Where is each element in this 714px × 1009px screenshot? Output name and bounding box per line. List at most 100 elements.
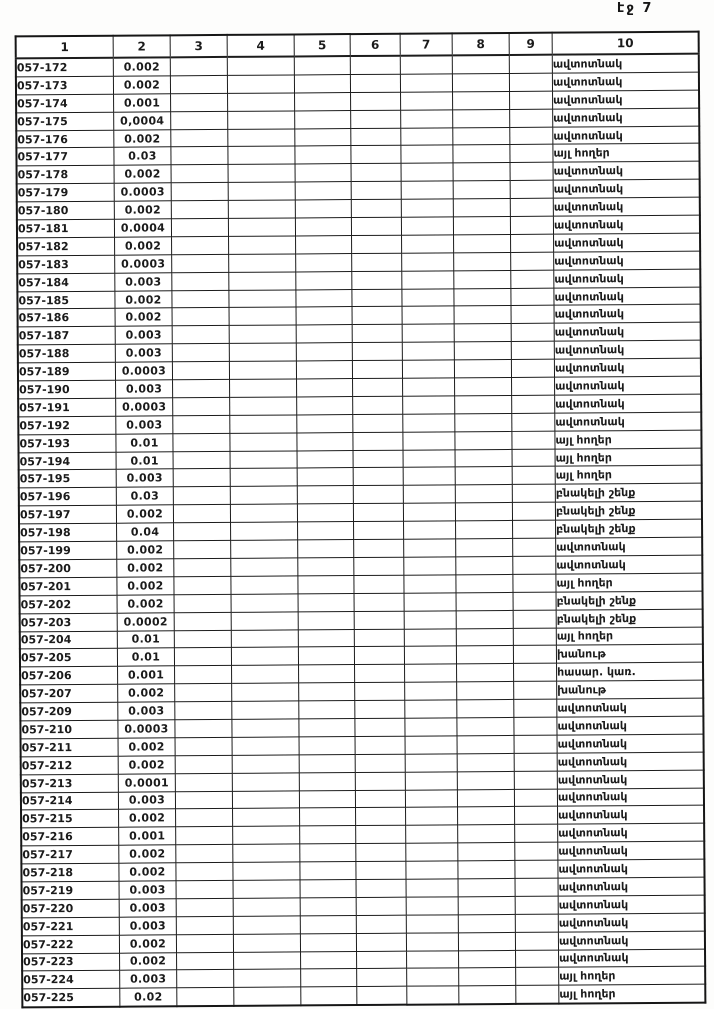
area-value-cell: 0.01 [117,648,175,667]
parcel-id-cell: 057-215 [21,809,119,829]
empty-cell [402,395,455,415]
empty-cell [458,985,516,1005]
empty-cell [231,718,300,738]
column-header-6: 6 [350,33,401,57]
parcel-id-cell: 057-182 [17,237,115,256]
empty-cell [406,932,459,951]
parcel-id-cell: 057-197 [18,505,117,525]
empty-cell [232,736,300,756]
area-value-cell: 0.02 [119,988,177,1007]
empty-cell [511,377,555,396]
parcel-id-cell: 057-196 [18,487,117,507]
area-value-cell: 0.003 [119,898,177,917]
empty-cell [172,379,230,398]
land-use-cell: այլ հողեր [558,966,706,986]
empty-cell [231,665,299,684]
empty-cell [295,289,353,308]
land-use-cell: բնակելի շենք [555,483,702,503]
area-value-cell: 0.0004 [114,218,172,238]
parcel-id-cell: 057-204 [19,630,118,650]
empty-cell [230,468,298,487]
land-use-cell: ավտոտնակ [558,894,705,914]
parcel-id-cell: 057-219 [21,881,120,900]
empty-cell [513,681,557,700]
empty-cell [401,198,454,218]
empty-cell [298,682,355,701]
empty-cell [458,896,516,915]
empty-cell [402,431,456,450]
empty-cell [171,182,229,201]
empty-cell [453,180,511,199]
land-use-cell: ավտոտնակ [552,53,699,74]
empty-cell [452,109,510,128]
parcel-id-cell: 057-177 [16,147,115,167]
area-value-cell: 0.03 [113,147,172,166]
empty-cell [454,305,512,325]
land-use-cell: ավտոտնակ [555,555,703,574]
empty-cell [351,217,402,236]
area-value-cell: 0.002 [119,952,177,971]
empty-cell [457,806,515,826]
empty-cell [296,378,353,397]
land-use-cell: ավտոտնակ [558,912,705,932]
parcel-id-cell: 057-220 [21,899,120,918]
empty-cell [401,252,454,271]
empty-cell [229,378,297,398]
empty-cell [299,772,356,791]
empty-cell [452,127,510,146]
empty-cell [405,771,458,790]
empty-cell [515,967,559,986]
land-use-cell: ավտոտնակ [552,107,700,127]
parcel-id-cell: 057-173 [15,76,114,95]
parcel-id-cell: 057-212 [20,755,119,775]
empty-cell [403,503,456,522]
empty-cell [300,897,357,916]
empty-cell [233,987,301,1007]
parcel-id-cell: 057-190 [18,380,116,399]
empty-cell [350,55,401,75]
empty-cell [402,377,455,397]
parcel-id-cell: 057-175 [16,111,114,131]
area-value-cell: 0.01 [115,433,174,452]
parcel-id-cell: 057-217 [21,845,119,864]
area-value-cell: 0.001 [117,666,175,685]
empty-cell [351,181,402,200]
area-value-cell: 0.003 [119,880,177,900]
parcel-id-cell: 057-222 [21,934,120,954]
parcel-id-cell: 057-214 [20,791,119,811]
empty-cell [511,359,555,378]
empty-cell [403,467,456,486]
area-value-cell: 0.003 [116,469,174,488]
empty-cell [296,342,353,362]
empty-cell [232,808,300,827]
empty-cell [454,323,512,343]
empty-cell [298,646,355,666]
parcel-id-cell: 057-184 [17,272,115,292]
column-header-4: 4 [227,34,295,57]
empty-cell [231,629,299,648]
empty-cell [232,862,301,881]
parcel-id-cell: 057-209 [20,702,118,721]
empty-cell [513,609,557,628]
empty-cell [452,54,510,74]
empty-cell [175,862,234,881]
empty-cell [354,700,405,719]
area-value-cell: 0.002 [117,594,175,613]
empty-cell [353,521,404,540]
empty-cell [352,360,403,379]
empty-cell [228,289,297,308]
empty-cell [511,341,555,360]
empty-cell [512,573,557,593]
land-use-cell: ավտոտնակ [553,215,701,235]
empty-cell [515,913,559,933]
empty-cell [453,162,511,182]
parcel-id-cell: 057-199 [19,541,117,560]
empty-cell [405,843,458,862]
empty-cell [298,629,355,648]
empty-cell [296,307,353,326]
empty-cell [171,236,229,255]
empty-cell [294,110,351,129]
empty-cell [454,377,512,396]
empty-cell [228,253,296,273]
empty-cell [295,163,352,183]
